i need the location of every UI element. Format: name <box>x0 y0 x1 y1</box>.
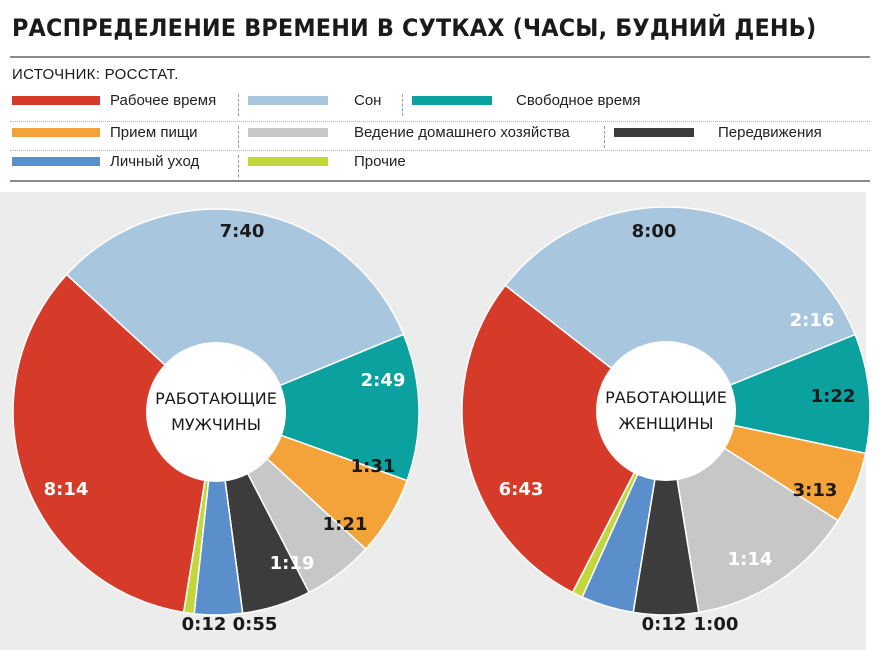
legend-label-work: Рабочее время <box>110 92 217 109</box>
legend-separator <box>604 126 605 148</box>
data-label-food: 1:31 <box>351 456 396 477</box>
legend-swatch-house <box>248 128 328 137</box>
legend-separator <box>238 126 239 148</box>
title-rule <box>10 56 870 58</box>
legend-label-personal: Личный уход <box>110 153 200 170</box>
data-label-travel: 1:14 <box>728 549 773 570</box>
data-label-personal: 0:55 <box>233 614 278 635</box>
legend-row-1: Рабочее время Сон Свободное время <box>10 92 870 120</box>
data-label-travel: 1:19 <box>270 553 315 574</box>
data-label-house: 1:21 <box>323 514 368 535</box>
legend-swatch-other <box>248 157 328 166</box>
legend-label-free: Свободное время <box>516 92 641 109</box>
data-label-other: 0:12 <box>642 614 687 635</box>
data-label-other: 0:12 <box>182 614 227 635</box>
data-label-food: 1:22 <box>811 386 856 407</box>
legend-divider <box>10 150 870 151</box>
legend-divider <box>10 121 870 122</box>
chart-title: РАСПРЕДЕЛЕНИЕ ВРЕМЕНИ В СУТКАХ (ЧАСЫ, БУ… <box>12 14 817 42</box>
legend-swatch-travel <box>614 128 694 137</box>
center-label-line: РАБОТАЮЩИЕ <box>605 388 727 407</box>
legend-label-other: Прочие <box>354 153 406 170</box>
data-label-work: 6:43 <box>499 479 544 500</box>
center-label-line: ЖЕНЩИНЫ <box>619 414 714 433</box>
legend-swatch-food <box>12 128 100 137</box>
source-note: ИСТОЧНИК: РОССТАТ. <box>12 66 179 83</box>
legend-label-travel: Передвижения <box>718 124 822 141</box>
data-label-personal: 1:00 <box>694 614 739 635</box>
donut-hole <box>146 342 286 482</box>
center-label-line: МУЖЧИНЫ <box>171 415 261 434</box>
data-label-free: 2:49 <box>361 370 406 391</box>
center-label-line: РАБОТАЮЩИЕ <box>155 389 277 408</box>
pie-slice-free <box>663 333 871 455</box>
legend-label-food: Прием пищи <box>110 124 198 141</box>
legend-separator <box>402 94 403 116</box>
legend-separator <box>238 94 239 116</box>
legend-bottom-rule <box>10 180 870 182</box>
legend-separator <box>238 155 239 177</box>
data-label-sleep: 7:40 <box>220 221 265 242</box>
donut-hole <box>596 341 736 481</box>
pie-slice-free <box>213 333 420 482</box>
legend-swatch-sleep <box>248 96 328 105</box>
pie-slice-work <box>12 273 217 614</box>
pie-chart-men: 7:40 2:49 1:31 1:21 1:19 0:55 0:12 8:14 РАБОТАЮЩ… <box>12 208 420 635</box>
data-label-free: 2:16 <box>790 310 835 331</box>
pie-slice-sleep <box>504 206 857 412</box>
legend-label-house: Ведение домашнего хозяйства <box>354 124 570 141</box>
legend-row-3: Личный уход Прочие <box>10 153 870 181</box>
pie-chart-women: 8:00 2:16 1:22 3:13 1:14 1:00 0:12 6:43 РАБОТАЮЩ… <box>461 206 871 635</box>
legend-row-2: Прием пищи Ведение домашнего хозяйства П… <box>10 124 870 152</box>
data-label-house: 3:13 <box>793 480 838 501</box>
legend-swatch-free <box>412 96 492 105</box>
legend-label-sleep: Сон <box>354 92 382 109</box>
pie-slice-work <box>461 284 667 594</box>
legend-swatch-personal <box>12 157 100 166</box>
legend-swatch-work <box>12 96 100 105</box>
pie-slice-sleep <box>65 208 405 413</box>
data-label-sleep: 8:00 <box>632 221 677 242</box>
data-label-work: 8:14 <box>44 479 89 500</box>
